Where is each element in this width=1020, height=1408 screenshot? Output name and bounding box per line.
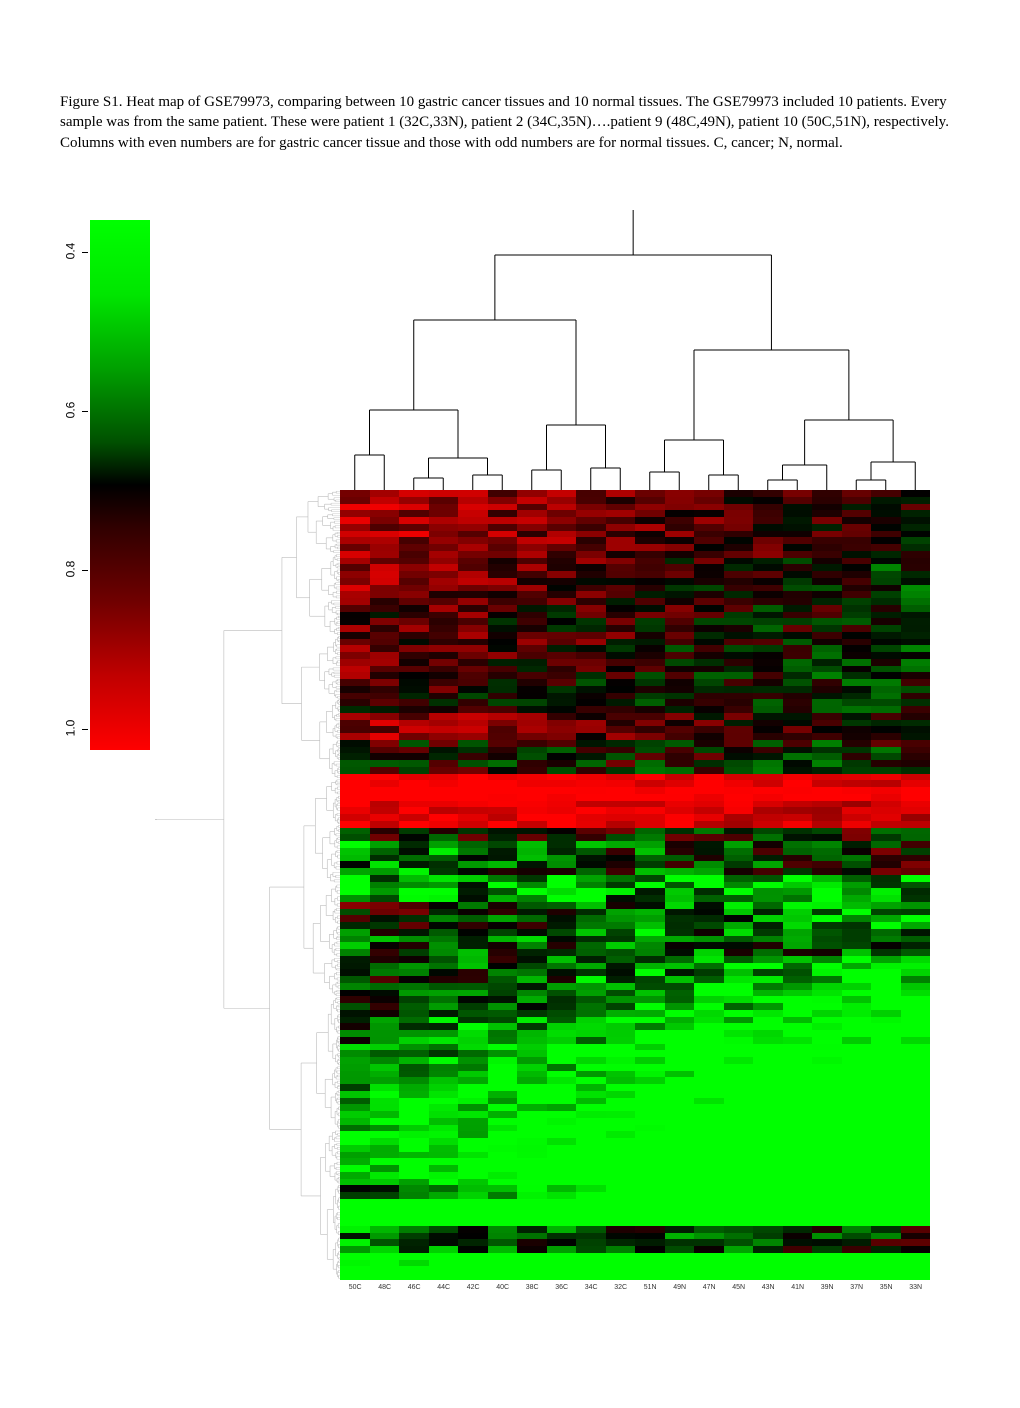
heatmap-column <box>458 490 488 1280</box>
column-labels: 50C 48C 46C 44C 42C 40C 38C 36C 34C 32C 51N 49N 47N 4… <box>340 1282 930 1302</box>
column-label: 32C <box>614 1284 627 1291</box>
heatmap-column <box>871 490 901 1280</box>
column-label: 40C <box>496 1284 509 1291</box>
heatmap <box>340 490 930 1280</box>
heatmap-column <box>694 490 724 1280</box>
heatmap-column <box>340 490 370 1280</box>
color-key <box>90 220 150 750</box>
column-label: 49N <box>673 1284 686 1291</box>
heatmap-column <box>517 490 547 1280</box>
heatmap-column <box>547 490 577 1280</box>
heatmap-column <box>753 490 783 1280</box>
heatmap-column <box>606 490 636 1280</box>
heatmap-column <box>842 490 872 1280</box>
column-label: 51N <box>644 1284 657 1291</box>
column-label: 39N <box>821 1284 834 1291</box>
column-label: 41N <box>791 1284 804 1291</box>
column-label: 45N <box>732 1284 745 1291</box>
column-dendrogram <box>340 210 930 490</box>
color-key-tick-label: 0.8 <box>63 560 77 577</box>
heatmap-column <box>488 490 518 1280</box>
column-label: 44C <box>437 1284 450 1291</box>
color-key-axis: 0.4 0.6 0.8 1.0 <box>60 220 90 750</box>
column-label: 46C <box>408 1284 421 1291</box>
column-label: 36C <box>555 1284 568 1291</box>
color-key-tick-mark <box>82 252 88 253</box>
figure-caption: Figure S1. Heat map of GSE79973, compari… <box>60 92 960 153</box>
heatmap-column <box>812 490 842 1280</box>
figure-area: 0.4 0.6 0.8 1.0 50C 48C 46C 44C 42C 40C 38C 36C 34C… <box>60 200 960 1300</box>
column-label: 50C <box>349 1284 362 1291</box>
column-label: 34C <box>585 1284 598 1291</box>
heatmap-column <box>370 490 400 1280</box>
row-dendrogram <box>155 490 340 1280</box>
column-label: 37N <box>850 1284 863 1291</box>
heatmap-column <box>429 490 459 1280</box>
heatmap-column <box>783 490 813 1280</box>
color-key-tick-mark <box>82 729 88 730</box>
column-label: 42C <box>467 1284 480 1291</box>
heatmap-column <box>399 490 429 1280</box>
color-key-tick-label: 1.0 <box>63 719 77 736</box>
heatmap-column <box>635 490 665 1280</box>
column-label: 47N <box>703 1284 716 1291</box>
color-key-tick-mark <box>82 570 88 571</box>
heatmap-column <box>724 490 754 1280</box>
column-label: 48C <box>378 1284 391 1291</box>
column-label: 35N <box>880 1284 893 1291</box>
color-key-tick-label: 0.6 <box>63 401 77 418</box>
column-label: 38C <box>526 1284 539 1291</box>
color-key-tick-mark <box>82 411 88 412</box>
heatmap-column <box>901 490 931 1280</box>
heatmap-column <box>665 490 695 1280</box>
column-label: 33N <box>909 1284 922 1291</box>
column-label: 43N <box>762 1284 775 1291</box>
color-key-tick-label: 0.4 <box>63 242 77 259</box>
heatmap-column <box>576 490 606 1280</box>
